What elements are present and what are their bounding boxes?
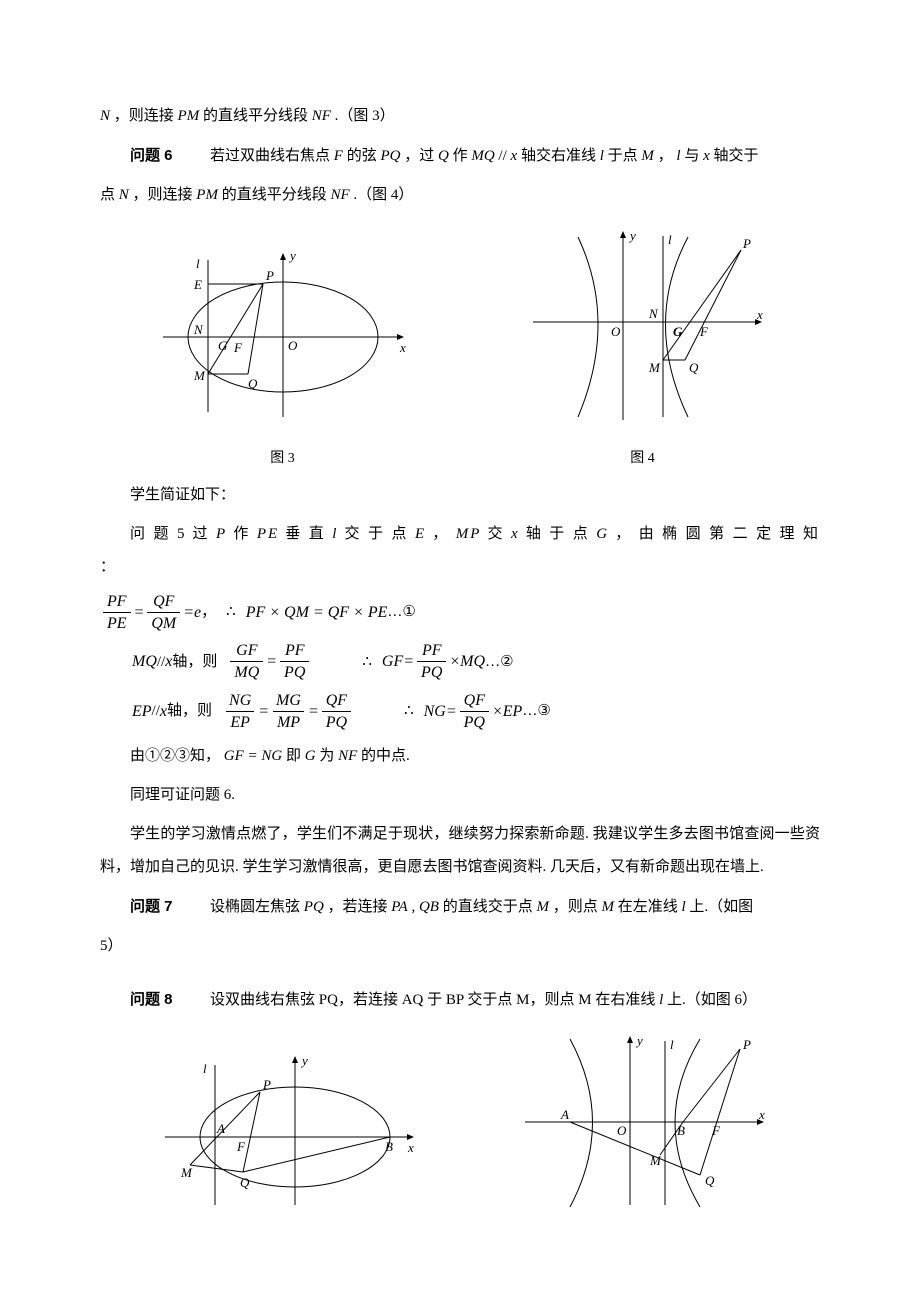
passion-paragraph: 学生的学习激情点燃了，学生们不满足于现状，继续努力探索新命题. 我建议学生多去图… <box>100 818 820 884</box>
question-7-line2: 5） <box>100 930 820 963</box>
q6-label: 问题 6 <box>130 147 173 164</box>
svg-text:F: F <box>236 1139 246 1154</box>
proof-p5: 问 题 5 过 P 作 PE 垂 直 l 交 于 点 E ， MP 交 x 轴 … <box>100 518 820 584</box>
svg-text:M: M <box>648 360 661 375</box>
svg-text:Q: Q <box>248 376 258 391</box>
svg-text:A: A <box>216 1121 225 1136</box>
svg-text:N: N <box>648 306 659 321</box>
svg-text:l: l <box>670 1037 674 1052</box>
svg-text:P: P <box>742 236 751 251</box>
svg-text:y: y <box>300 1053 308 1068</box>
equation-2: MQ // x 轴，则 GFMQ = PFPQ ∴ GF = PFPQ ×MQ … <box>132 641 820 682</box>
svg-text:P: P <box>262 1077 271 1092</box>
q8-label: 问题 8 <box>130 991 173 1008</box>
figure-row-3-4: l y x P E N M G F O Q 图 3 <box>100 222 820 475</box>
svg-text:F: F <box>711 1123 721 1138</box>
svg-text:F: F <box>699 324 709 339</box>
proof-intro: 学生简证如下： <box>100 479 820 512</box>
continuation-line: N ，则连接 PM 的直线平分线段 NF .（图 3） <box>100 100 820 133</box>
svg-text:F: F <box>233 340 243 355</box>
figure-3-caption: 图 3 <box>148 444 418 475</box>
svg-text:x: x <box>407 1140 414 1155</box>
svg-text:M: M <box>649 1153 662 1168</box>
svg-text:P: P <box>742 1037 751 1052</box>
equation-1: PFPE = QFQM = e ， ∴ PF × QM = QF × PE …① <box>100 592 820 633</box>
figure-6-svg: y l x P Q F M A B O <box>515 1027 775 1212</box>
svg-text:G: G <box>218 338 228 353</box>
figure-3-svg: l y x P E N M G F O Q <box>148 242 418 427</box>
svg-text:l: l <box>196 256 200 271</box>
var-n: N <box>100 108 110 124</box>
svg-text:y: y <box>635 1033 643 1048</box>
svg-text:O: O <box>288 338 298 353</box>
svg-text:x: x <box>399 340 406 355</box>
svg-text:Q: Q <box>240 1175 250 1190</box>
figure-3: l y x P E N M G F O Q 图 3 <box>148 242 418 475</box>
figure-4: y l x P Q F N M G O 图 4 <box>513 222 773 475</box>
figure-row-5-6: l y x P Q F M B A <box>100 1027 820 1225</box>
svg-text:B: B <box>385 1139 393 1154</box>
svg-text:x: x <box>758 1107 765 1122</box>
question-8: 问题 8 设双曲线右焦弦 PQ，若连接 AQ 于 BP 交于点 M，则点 M 在… <box>100 983 820 1017</box>
same-proof: 同理可证问题 6. <box>100 779 820 812</box>
svg-text:M: M <box>193 368 206 383</box>
svg-text:O: O <box>611 324 621 339</box>
svg-text:P: P <box>265 268 274 283</box>
svg-text:B: B <box>677 1123 685 1138</box>
figure-4-caption: 图 4 <box>513 444 773 475</box>
svg-text:l: l <box>203 1061 207 1076</box>
figure-5-svg: l y x P Q F M B A <box>145 1047 425 1212</box>
figure-5: l y x P Q F M B A <box>145 1047 425 1225</box>
svg-text:M: M <box>180 1165 193 1180</box>
svg-text:y: y <box>628 228 636 243</box>
svg-text:N: N <box>193 322 204 337</box>
conclusion: 由①②③知， GF = NG 即 G 为 NF 的中点. <box>100 740 820 773</box>
question-6-line2: 点 N ，则连接 PM 的直线平分线段 NF .（图 4） <box>100 179 820 212</box>
svg-text:Q: Q <box>705 1173 715 1188</box>
svg-text:y: y <box>288 248 296 263</box>
figure-4-svg: y l x P Q F N M G O <box>513 222 773 427</box>
question-6: 问题 6 若过双曲线右焦点 F 的弦 PQ ，过 Q 作 MQ // x 轴交右… <box>100 139 820 173</box>
svg-text:l: l <box>668 232 672 247</box>
svg-text:O: O <box>617 1123 627 1138</box>
equation-3: EP // x 轴，则 NGEP = MGMP = QFPQ ∴ NG = QF… <box>132 691 820 732</box>
svg-text:G: G <box>673 324 683 339</box>
svg-text:E: E <box>193 277 202 292</box>
svg-text:x: x <box>756 307 763 322</box>
q7-label: 问题 7 <box>130 898 173 915</box>
figure-6: y l x P Q F M A B O <box>515 1027 775 1225</box>
svg-text:A: A <box>560 1107 569 1122</box>
question-7: 问题 7 设椭圆左焦弦 PQ ，若连接 PA , QB 的直线交于点 M ，则点… <box>100 890 820 924</box>
svg-text:Q: Q <box>689 360 699 375</box>
